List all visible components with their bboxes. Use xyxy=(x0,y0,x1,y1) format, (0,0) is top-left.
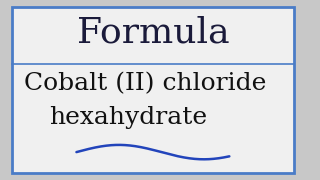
Text: Cobalt (II) chloride: Cobalt (II) chloride xyxy=(24,72,267,95)
Text: Formula: Formula xyxy=(76,15,229,49)
Text: hexahydrate: hexahydrate xyxy=(49,106,207,129)
FancyBboxPatch shape xyxy=(12,7,293,173)
